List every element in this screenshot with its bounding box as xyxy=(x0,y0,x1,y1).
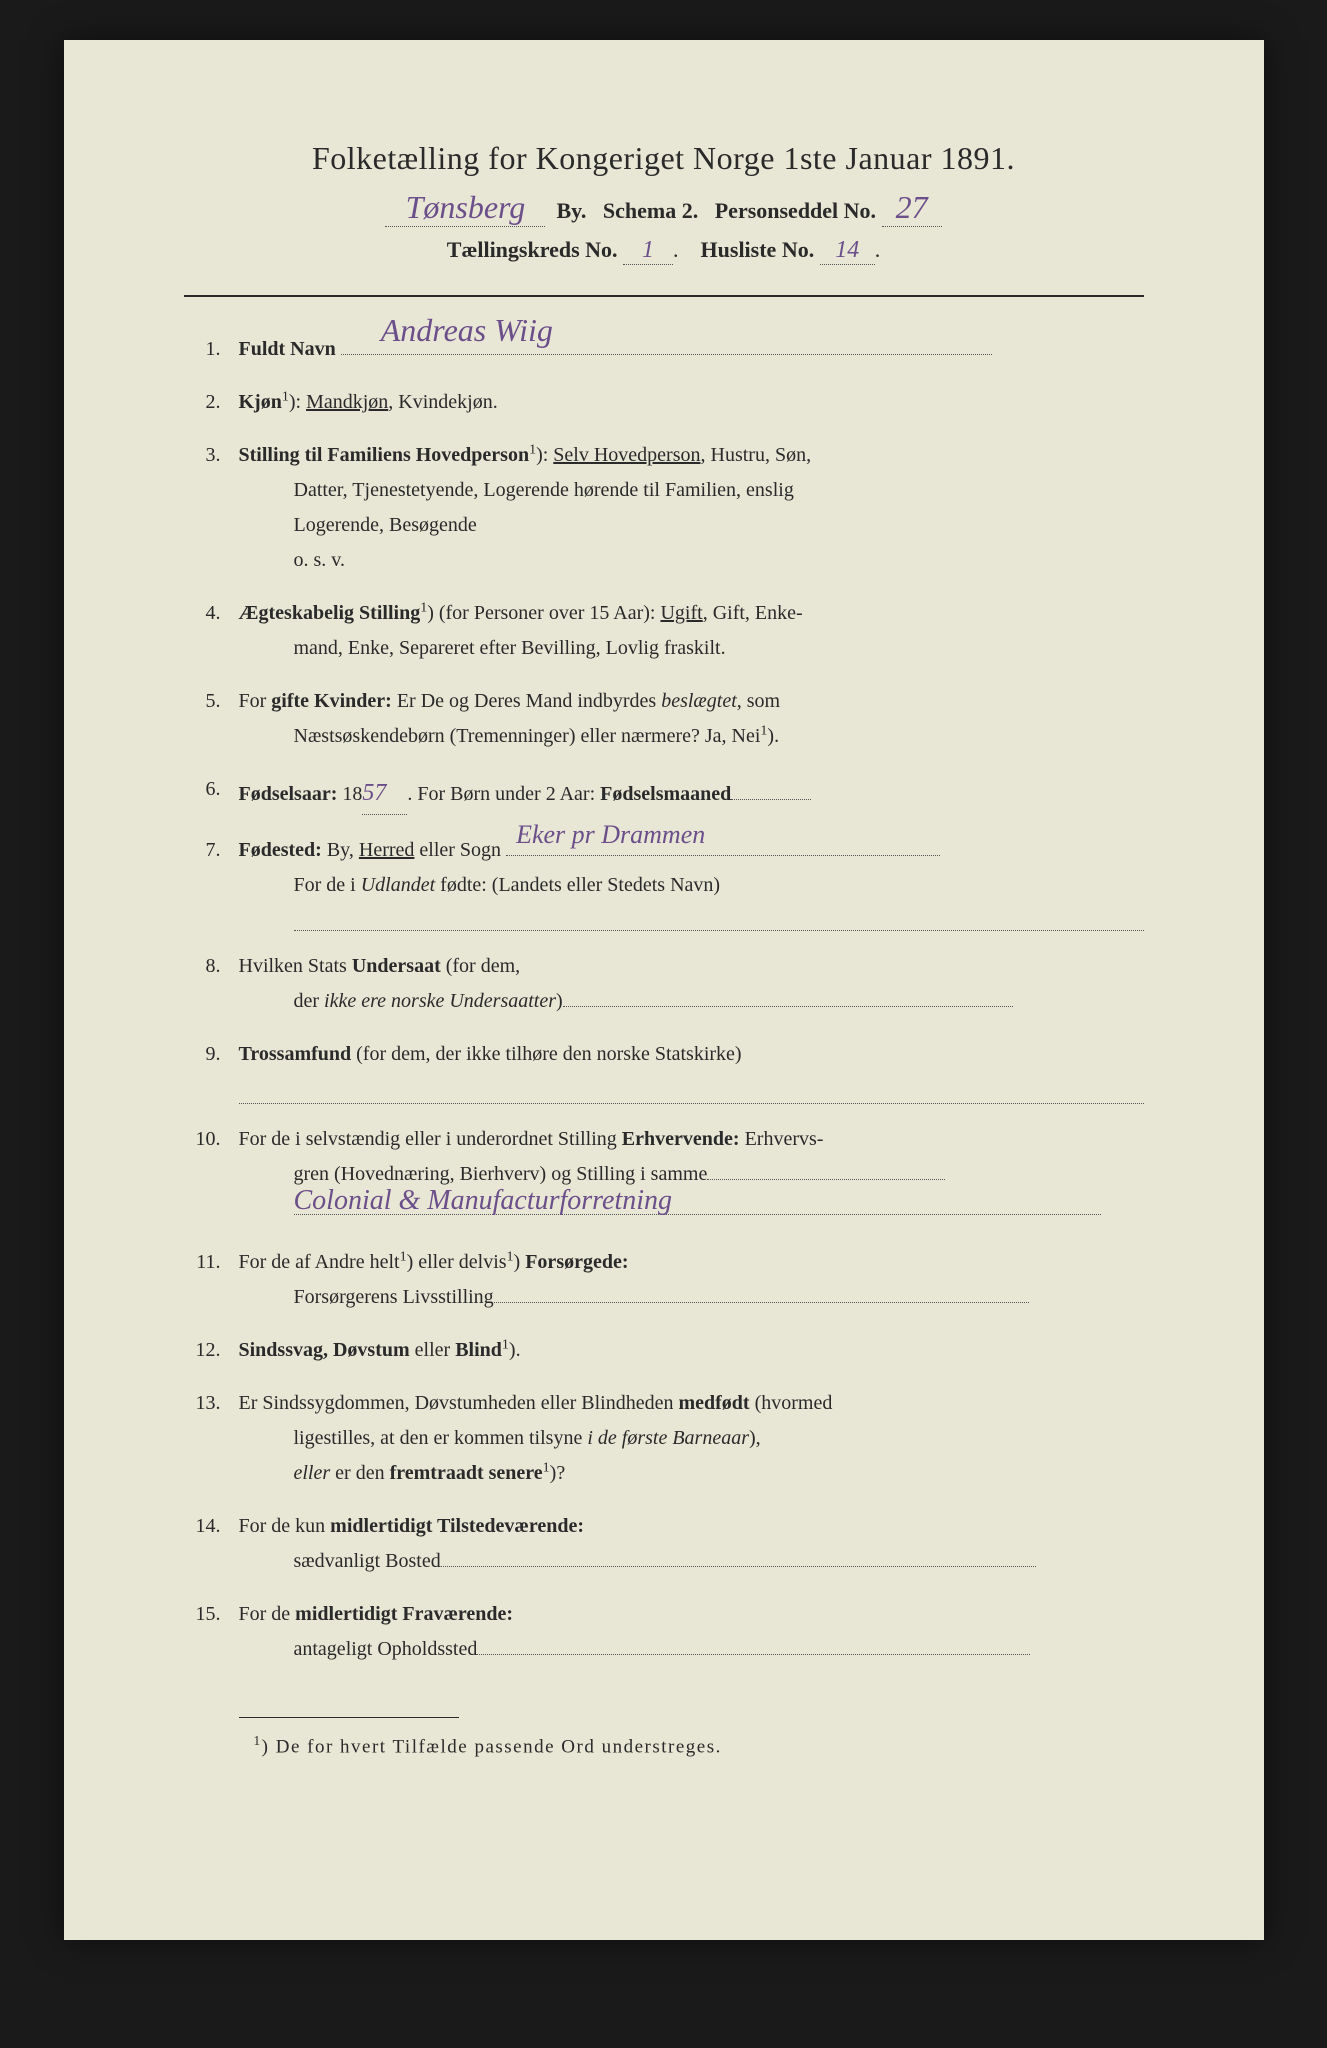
item-10: 10. For de i selvstændig eller i underor… xyxy=(184,1122,1144,1227)
husliste-no-hw: 14 xyxy=(835,237,859,264)
item-num: 10. xyxy=(184,1122,239,1227)
item-6-label-a: Fødselsaar: xyxy=(239,783,338,805)
header-line-2: Tønsberg By. Schema 2. Personseddel No. … xyxy=(184,189,1144,227)
item-3-selected: Selv Hovedperson xyxy=(553,444,700,466)
by-label: By. xyxy=(556,198,586,223)
item-11: 11. For de af Andre helt1) eller delvis1… xyxy=(184,1245,1144,1315)
item-15: 15. For de midlertidigt Fraværende: anta… xyxy=(184,1597,1144,1667)
kreds-no-hw: 1 xyxy=(642,237,654,264)
city-handwritten: Tønsberg xyxy=(406,189,526,226)
item-9: 9. Trossamfund (for dem, der ikke tilhør… xyxy=(184,1037,1144,1104)
birthyear-hw: 57 xyxy=(362,772,386,814)
footnote-rule xyxy=(239,1717,459,1718)
item-num: 5. xyxy=(184,684,239,754)
item-14: 14. For de kun midlertidigt Tilstedevære… xyxy=(184,1509,1144,1579)
birthplace-hw: Eker pr Drammen xyxy=(516,812,705,858)
item-2-label: Kjøn xyxy=(239,391,282,413)
item-8: 8. Hvilken Stats Undersaat (for dem, der… xyxy=(184,949,1144,1019)
form-title: Folketælling for Kongeriget Norge 1ste J… xyxy=(184,140,1144,177)
item-num: 2. xyxy=(184,385,239,420)
item-5: 5. For gifte Kvinder: Er De og Deres Man… xyxy=(184,684,1144,754)
item-num: 1. xyxy=(184,332,239,367)
footnote: 1) De for hvert Tilfælde passende Ord un… xyxy=(254,1733,1144,1758)
item-1: 1. Fuldt Navn Andreas Wiig xyxy=(184,332,1144,367)
item-9-label: Trossamfund xyxy=(239,1043,352,1065)
item-7-label: Fødested: xyxy=(239,839,322,861)
item-2: 2. Kjøn1): Mandkjøn, Kvindekjøn. xyxy=(184,385,1144,420)
item-num: 12. xyxy=(184,1333,239,1368)
schema-label: Schema 2. xyxy=(603,198,698,223)
item-13: 13. Er Sindssygdommen, Døvstumheden elle… xyxy=(184,1386,1144,1491)
divider-rule xyxy=(184,295,1144,297)
item-2-selected: Mandkjøn xyxy=(306,391,388,413)
item-num: 9. xyxy=(184,1037,239,1104)
item-4-selected: Ugift xyxy=(660,602,702,624)
kreds-label: Tællingskreds No. xyxy=(447,237,618,262)
item-num: 6. xyxy=(184,772,239,815)
item-num: 15. xyxy=(184,1597,239,1667)
item-num: 13. xyxy=(184,1386,239,1491)
item-3-label: Stilling til Familiens Hovedperson xyxy=(239,444,530,466)
item-7: 7. Fødested: By, Herred eller Sogn Eker … xyxy=(184,833,1144,931)
item-num: 4. xyxy=(184,596,239,666)
item-num: 11. xyxy=(184,1245,239,1315)
item-6: 6. Fødselsaar: 1857. For Børn under 2 Aa… xyxy=(184,772,1144,815)
item-12: 12. Sindssvag, Døvstum eller Blind1). xyxy=(184,1333,1144,1368)
item-4: 4. Ægteskabelig Stilling1) (for Personer… xyxy=(184,596,1144,666)
item-num: 3. xyxy=(184,438,239,578)
personseddel-no-hw: 27 xyxy=(896,189,928,226)
item-1-label: Fuldt Navn xyxy=(239,338,336,360)
header-line-3: Tællingskreds No. 1 . Husliste No. 14 . xyxy=(184,237,1144,265)
husliste-label: Husliste No. xyxy=(701,237,815,262)
occupation-hw: Colonial & Manufacturforretning xyxy=(294,1176,673,1225)
personseddel-label: Personseddel No. xyxy=(715,198,876,223)
item-3: 3. Stilling til Familiens Hovedperson1):… xyxy=(184,438,1144,578)
item-4-label: Ægteskabelig Stilling xyxy=(239,602,421,624)
item-num: 14. xyxy=(184,1509,239,1579)
item-num: 8. xyxy=(184,949,239,1019)
item-num: 7. xyxy=(184,833,239,931)
fullname-hw: Andreas Wiig xyxy=(381,302,553,358)
census-form-page: Folketælling for Kongeriget Norge 1ste J… xyxy=(64,40,1264,1940)
